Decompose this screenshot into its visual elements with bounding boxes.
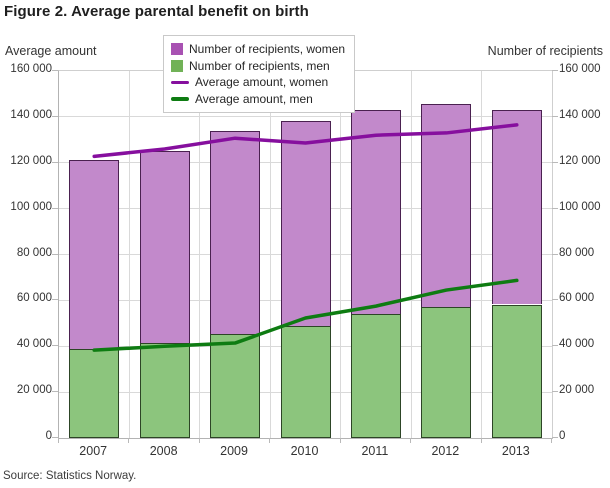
right-axis-title: Number of recipients	[487, 44, 603, 58]
left-axis-tick-mark	[52, 345, 58, 347]
left-axis-tick-mark	[52, 299, 58, 301]
left-axis-tick-mark	[52, 437, 58, 438]
right-axis-tick-mark	[552, 161, 558, 163]
x-axis-tick-mark	[551, 438, 552, 443]
x-axis-label-2007: 2007	[79, 444, 108, 458]
x-axis-label-2009: 2009	[220, 444, 248, 458]
bar-women-2009	[210, 131, 261, 334]
left-axis-tick-mark	[52, 253, 58, 255]
right-axis-tick-label: 160 000	[559, 63, 601, 75]
left-axis-tick-mark	[52, 391, 58, 393]
bar-men-2008	[139, 343, 190, 438]
left-axis-tick-mark	[52, 161, 58, 163]
right-axis-tick-label: 120 000	[559, 154, 601, 167]
left-axis-tick-label: 60 000	[16, 292, 52, 305]
vertical-gridline	[340, 71, 342, 438]
legend-item: Average amount, women	[171, 74, 345, 91]
legend: Number of recipients, women Number of rec…	[163, 35, 356, 113]
bar-women-2007	[69, 159, 120, 349]
bar-women-2008	[139, 151, 190, 344]
left-axis-tick-label: 20 000	[16, 384, 52, 397]
vertical-gridline	[269, 71, 271, 438]
right-axis-tick-mark	[552, 70, 558, 71]
left-axis-tick-label: 140 000	[10, 108, 52, 121]
x-axis-label-2013: 2013	[501, 444, 530, 458]
bar-women-2011	[350, 109, 401, 315]
vertical-gridline	[128, 71, 130, 438]
legend-square-icon	[171, 59, 183, 72]
right-axis-tick-mark	[552, 391, 558, 393]
right-axis-tick-mark	[552, 299, 558, 301]
left-axis-tick-mark	[52, 115, 58, 117]
bar-women-2010	[280, 121, 331, 326]
x-axis-tick-mark	[480, 438, 482, 443]
right-axis-tick-label: 40 000	[559, 338, 595, 351]
right-axis-tick-label: 80 000	[559, 246, 595, 259]
left-axis-tick-label: 40 000	[16, 338, 52, 351]
legend-item: Average amount, men	[171, 91, 345, 108]
line-average-amount-men	[92, 278, 519, 352]
right-axis-tick-label: 60 000	[559, 292, 595, 305]
x-axis-tick-mark	[58, 438, 59, 443]
x-axis-label-2012: 2012	[431, 444, 460, 458]
bar-men-2013	[491, 304, 542, 438]
vertical-gridline	[410, 71, 412, 438]
legend-square-icon	[171, 43, 183, 56]
x-axis-tick-mark	[269, 438, 271, 443]
legend-item-label: Number of recipients, women	[189, 42, 346, 57]
left-axis-tick-label: 100 000	[10, 200, 52, 213]
x-axis-tick-mark	[339, 438, 341, 443]
bar-women-2013	[491, 110, 542, 305]
legend-item: Number of recipients, women	[171, 41, 345, 58]
vertical-gridline	[481, 71, 483, 438]
plot-area	[58, 70, 553, 439]
right-axis-tick-mark	[552, 345, 558, 347]
x-axis-tick-mark	[198, 438, 200, 443]
bar-men-2012	[421, 306, 472, 438]
left-axis-tick-mark	[52, 70, 58, 71]
x-axis-tick-mark	[128, 438, 130, 443]
right-axis-tick-mark	[552, 207, 558, 209]
right-axis-tick-mark	[552, 253, 558, 255]
x-axis-label-2011: 2011	[361, 444, 389, 458]
x-axis-label-2010: 2010	[290, 444, 319, 458]
left-axis-tick-label: 80 000	[16, 246, 52, 259]
left-axis-tick-label: 120 000	[10, 154, 52, 167]
right-axis-tick-label: 100 000	[559, 200, 601, 213]
vertical-gridline	[199, 71, 201, 438]
right-axis-tick-label: 20 000	[559, 384, 595, 397]
right-axis-tick-label: 140 000	[559, 108, 601, 121]
left-axis-tick-label: 160 000	[10, 63, 52, 75]
chart-title: Figure 2. Average parental benefit on bi…	[4, 3, 309, 20]
legend-item-label: Average amount, women	[195, 75, 329, 90]
left-axis-title: Average amount	[5, 44, 97, 58]
bar-men-2011	[350, 314, 401, 438]
legend-line-icon	[171, 80, 189, 84]
line-layer	[92, 123, 519, 352]
legend-item-label: Number of recipients, men	[189, 58, 330, 73]
bar-men-2010	[280, 325, 331, 438]
left-axis-tick-label: 0	[45, 430, 52, 442]
right-axis-tick-label: 0	[559, 430, 566, 442]
source-note: Source: Statistics Norway.	[3, 470, 137, 482]
bar-women-2012	[421, 103, 472, 307]
legend-item: Number of recipients, men	[171, 58, 345, 75]
bar-men-2007	[69, 348, 120, 438]
horizontal-gridline	[59, 116, 552, 118]
line-average-amount-women	[92, 123, 519, 159]
x-axis-tick-mark	[410, 438, 412, 443]
legend-item-label: Average amount, men	[195, 91, 313, 106]
right-axis-tick-mark	[552, 437, 558, 438]
right-axis-tick-mark	[552, 115, 558, 117]
x-axis-label-2008: 2008	[149, 444, 178, 458]
bar-men-2009	[210, 333, 261, 438]
left-axis-tick-mark	[52, 207, 58, 209]
legend-line-icon	[171, 97, 189, 101]
